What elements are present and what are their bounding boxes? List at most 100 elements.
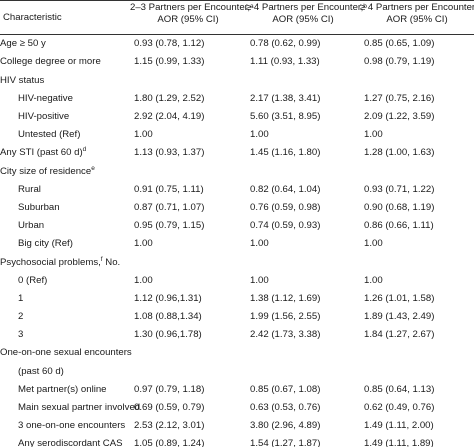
- aor-value-cell: [246, 344, 360, 362]
- aor-value-cell: 2.17 (1.38, 3.41): [250, 92, 321, 104]
- aor-value-cell: 0.62 (0.49, 0.76): [364, 402, 435, 414]
- row-label-cell: Any serodiscordant CAS: [0, 435, 130, 447]
- row-label-cell: One-on-one sexual encounters: [0, 344, 132, 362]
- table-row: HIV status: [0, 71, 474, 89]
- aor-value-cell: 3.80 (2.96, 4.89): [250, 420, 321, 432]
- aor-value-cell: 0.63 (0.53, 0.76): [250, 402, 321, 414]
- row-label-cell: HIV-negative: [0, 90, 130, 108]
- row-label-footnote: d: [82, 146, 87, 154]
- row-label: 3: [18, 329, 24, 341]
- table-row: 2 1.08 (0.88,1.34) 1.99 (1.56, 2.55) 1.89 (…: [0, 308, 474, 326]
- row-label: Suburban: [18, 201, 60, 213]
- aor-value-cell: 1.49 (1.11, 2.00): [364, 420, 434, 432]
- aor-value-cell: 1.89 (1.43, 2.49): [364, 311, 435, 323]
- row-label: 2: [18, 311, 24, 323]
- column-1-subtitle: AOR (95% CI): [157, 14, 219, 25]
- row-label-cell: Big city (Ref): [0, 235, 130, 253]
- aor-value-cell: 2.92 (2.04, 4.19): [134, 111, 205, 123]
- row-label: Any STI (past 60 d): [0, 147, 83, 159]
- aor-value-cell: [130, 162, 246, 180]
- aor-value-cell: [130, 344, 246, 362]
- row-label-cell: Age ≥ 50 y: [0, 35, 130, 54]
- aor-value-cell: 1.45 (1.16, 1.80): [250, 147, 321, 159]
- table-row: (past 60 d): [0, 362, 474, 380]
- column-2-title: ≥ 4 Partners per Encounter,: [246, 2, 364, 13]
- aor-value-cell: 1.12 (0.96,1.31): [134, 292, 202, 304]
- aor-value-cell: 1.38 (1.12, 1.69): [250, 292, 321, 304]
- aor-value-cell: 0.93 (0.78, 1.12): [134, 38, 205, 50]
- row-label: Any serodiscordant CAS: [18, 438, 123, 447]
- aor-value-cell: 1.30 (0.96,1.78): [134, 329, 202, 341]
- row-label: 1: [18, 292, 24, 304]
- row-label: City size of residence: [0, 165, 92, 177]
- row-label-cell: City size of residencee: [0, 162, 130, 180]
- aor-value-cell: 1.08 (0.88,1.34): [134, 311, 202, 323]
- aor-value-cell: 0.95 (0.79, 1.15): [134, 220, 205, 232]
- row-label-cell: Untested (Ref): [0, 126, 130, 144]
- aor-value-cell: [130, 362, 246, 380]
- aor-value-cell: 1.05 (0.89, 1.24): [130, 435, 246, 447]
- row-label-cell: 3: [0, 326, 130, 344]
- column-3-subtitle: AOR (95% CI): [386, 14, 448, 25]
- row-label-cell: HIV status: [0, 71, 130, 89]
- aor-value-cell: 1.11 (0.93, 1.33): [250, 56, 320, 68]
- aor-value-cell: 1.49 (1.11, 1.89): [360, 435, 474, 447]
- aor-value-cell: 0.85 (0.67, 1.08): [250, 383, 321, 395]
- row-label: One-on-one sexual encounters: [0, 347, 132, 359]
- table-row: Urban 0.95 (0.79, 1.15) 0.74 (0.59, 0.93) 0…: [0, 217, 474, 235]
- aor-value-cell: 1.00: [250, 238, 269, 250]
- table-row: Rural 0.91 (0.75, 1.11) 0.82 (0.64, 1.04) 0…: [0, 181, 474, 199]
- aor-value-cell: 0.85 (0.64, 1.13): [364, 383, 435, 395]
- aor-value-cell: 1.80 (1.29, 2.52): [134, 92, 205, 104]
- aor-value-cell: 1.00: [250, 274, 269, 286]
- aor-value-cell: 2.09 (1.22, 3.59): [364, 111, 435, 123]
- aor-value-cell: [246, 253, 360, 271]
- aor-value-cell: [360, 71, 474, 89]
- table-row: College degree or more 1.15 (0.99, 1.33) 1…: [0, 53, 474, 71]
- row-label: HIV-positive: [18, 111, 70, 123]
- aor-value-cell: 1.84 (1.27, 2.67): [364, 329, 435, 341]
- table-row: One-on-one sexual encounters: [0, 344, 474, 362]
- row-label: 3 one-on-one encounters: [18, 420, 126, 432]
- aor-value-cell: 1.26 (1.01, 1.58): [364, 292, 435, 304]
- row-label-cell: 3 one-on-one encounters: [0, 417, 130, 435]
- table-row: 0 (Ref) 1.00 1.00 1.00: [0, 271, 474, 289]
- row-label-cell: Main sexual partner involved: [0, 399, 140, 417]
- column-2-footnote: b: [363, 3, 367, 10]
- aor-value-cell: 1.27 (0.75, 2.16): [364, 92, 435, 104]
- row-label: Big city (Ref): [18, 238, 73, 250]
- row-label: Main sexual partner involved: [18, 402, 141, 414]
- row-label: Rural: [18, 183, 41, 195]
- aor-value-cell: 1.00: [134, 129, 153, 141]
- aor-value-cell: 0.86 (0.66, 1.11): [364, 220, 434, 232]
- table-row: Age ≥ 50 y 0.93 (0.78, 1.12) 0.78 (0.62, 0…: [0, 35, 474, 54]
- aor-value-cell: 0.90 (0.68, 1.19): [364, 201, 435, 213]
- table-row: Psychosocial problems,f No.: [0, 253, 474, 271]
- aor-value-cell: 0.76 (0.59, 0.98): [250, 201, 321, 213]
- characteristic-header: Characteristic: [0, 0, 130, 35]
- row-label-cell: Psychosocial problems,f No.: [0, 253, 130, 271]
- table-row: Untested (Ref) 1.00 1.00 1.00: [0, 126, 474, 144]
- row-label: HIV-negative: [18, 92, 73, 104]
- aor-value-cell: 1.00: [134, 274, 153, 286]
- table-body: Age ≥ 50 y 0.93 (0.78, 1.12) 0.78 (0.62, 0…: [0, 35, 474, 447]
- table-row: 1 1.12 (0.96,1.31) 1.38 (1.12, 1.69) 1.26 (…: [0, 290, 474, 308]
- table-row: 3 one-on-one encounters 2.53 (2.12, 3.01)…: [0, 417, 474, 435]
- column-2-subtitle: AOR (95% CI): [272, 14, 334, 25]
- row-label-footnote: f: [100, 255, 103, 263]
- row-label: Age ≥ 50 y: [0, 38, 46, 50]
- aor-value-cell: 0.74 (0.59, 0.93): [250, 220, 321, 232]
- aor-value-cell: 1.00: [364, 274, 383, 286]
- row-label-suffix: No.: [102, 256, 121, 268]
- aor-value-cell: 1.00: [364, 129, 383, 141]
- aor-value-cell: 1.99 (1.56, 2.55): [250, 311, 321, 323]
- aor-value-cell: 0.93 (0.71, 1.22): [364, 183, 435, 195]
- table-row: Any serodiscordant CAS 1.05 (0.89, 1.24) 1…: [0, 435, 474, 447]
- aor-value-cell: 0.82 (0.64, 1.04): [250, 183, 321, 195]
- aor-value-cell: 1.28 (1.00, 1.63): [364, 147, 435, 159]
- aor-value-cell: [246, 162, 360, 180]
- aor-value-cell: 0.98 (0.79, 1.19): [364, 56, 435, 68]
- aor-value-cell: 0.97 (0.79, 1.18): [134, 383, 205, 395]
